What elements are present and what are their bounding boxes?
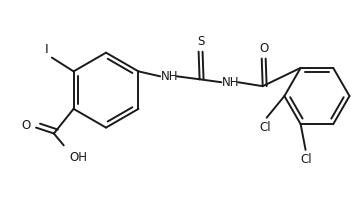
Text: O: O <box>259 42 268 55</box>
Text: NH: NH <box>161 70 179 83</box>
Text: NH: NH <box>222 76 240 89</box>
Text: OH: OH <box>70 151 88 164</box>
Text: S: S <box>197 35 204 48</box>
Text: Cl: Cl <box>301 153 313 166</box>
Text: I: I <box>45 43 49 56</box>
Text: Cl: Cl <box>260 121 272 134</box>
Text: O: O <box>21 119 30 132</box>
